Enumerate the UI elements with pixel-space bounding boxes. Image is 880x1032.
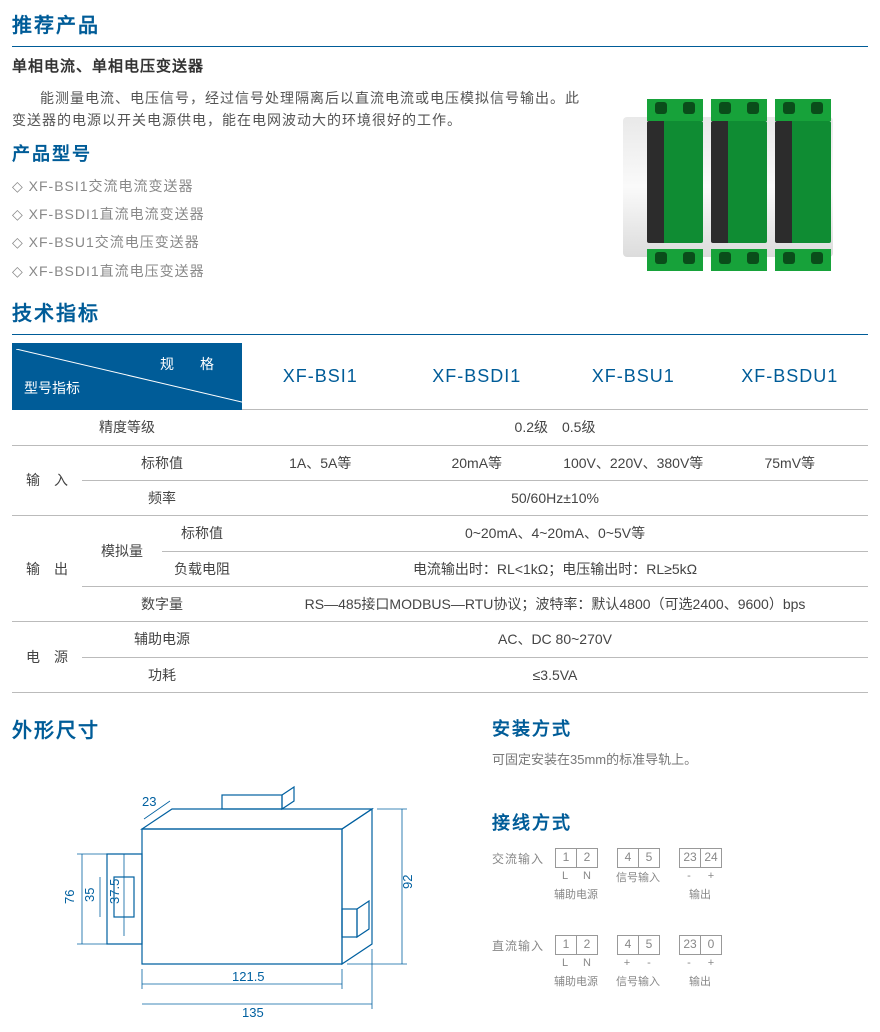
subtitle: 单相电流、单相电压变送器 bbox=[12, 55, 868, 79]
svg-text:135: 135 bbox=[242, 1005, 264, 1019]
cell: AC、DC 80~270V bbox=[242, 622, 868, 657]
spec-table: 规 格 型号指标 XF-BSI1 XF-BSDI1 XF-BSU1 XF-BSD… bbox=[12, 343, 868, 693]
row-label: 辅助电源 bbox=[82, 622, 242, 657]
model-item: XF-BSU1交流电压变送器 bbox=[12, 231, 588, 253]
dimension-drawing: 121.5 135 76 35 37.5 92 23 bbox=[12, 759, 442, 1019]
wiring-ac-label: 交流输入 bbox=[492, 848, 554, 869]
row-label: 负载电阻 bbox=[162, 551, 242, 586]
row-label: 输 入 bbox=[12, 445, 82, 516]
svg-text:92: 92 bbox=[400, 875, 415, 889]
wiring-diagram: 交流输入 12 LN 辅助电源 45 信号输入 2324 -+ 输出 bbox=[492, 848, 868, 992]
heading-model-no: 产品型号 bbox=[12, 140, 588, 169]
terminal-group: 12 LN 辅助电源 bbox=[554, 935, 598, 992]
terminal-group: 45 +- 信号输入 bbox=[616, 935, 660, 992]
row-label: 频率 bbox=[82, 480, 242, 515]
cell: ≤3.5VA bbox=[242, 657, 868, 692]
cell: 75mV等 bbox=[711, 445, 868, 480]
cell: RS—485接口MODBUS—RTU协议；波特率：默认4800（可选2400、9… bbox=[242, 587, 868, 622]
cell: 1A、5A等 bbox=[242, 445, 398, 480]
terminal-group: 2324 -+ 输出 bbox=[678, 848, 722, 905]
row-label: 标称值 bbox=[82, 445, 242, 480]
row-label: 精度等级 bbox=[12, 410, 242, 445]
wiring-dc-label: 直流输入 bbox=[492, 935, 554, 956]
section-dims: 外形尺寸 bbox=[12, 715, 462, 751]
col-head: XF-BSDI1 bbox=[399, 343, 555, 410]
row-label: 电 源 bbox=[12, 622, 82, 693]
intro-text: 能测量电流、电压信号，经过信号处理隔离后以直流电流或电压模拟信号输出。此变送器的… bbox=[12, 87, 588, 132]
row-label: 功耗 bbox=[82, 657, 242, 692]
svg-text:23: 23 bbox=[142, 794, 156, 809]
model-item: XF-BSDI1直流电流变送器 bbox=[12, 203, 588, 225]
row-label: 数字量 bbox=[82, 587, 242, 622]
cell: 电流输出时：RL<1kΩ；电压输出时：RL≥5kΩ bbox=[242, 551, 868, 586]
terminal-group: 45 信号输入 bbox=[616, 848, 660, 888]
cell: 0.2级 0.5级 bbox=[242, 410, 868, 445]
col-head: XF-BSU1 bbox=[555, 343, 711, 410]
model-list: XF-BSI1交流电流变送器 XF-BSDI1直流电流变送器 XF-BSU1交流… bbox=[12, 175, 588, 283]
model-item: XF-BSDI1直流电压变送器 bbox=[12, 260, 588, 282]
row-label: 标称值 bbox=[162, 516, 242, 551]
col-head: XF-BSI1 bbox=[242, 343, 398, 410]
cell: 50/60Hz±10% bbox=[242, 480, 868, 515]
col-head: XF-BSDU1 bbox=[711, 343, 868, 410]
row-label: 模拟量 bbox=[82, 516, 162, 587]
section-tech: 技术指标 bbox=[12, 298, 868, 335]
cell: 100V、220V、380V等 bbox=[555, 445, 711, 480]
section-wiring: 接线方式 bbox=[492, 809, 868, 838]
section-recommend: 推荐产品 bbox=[12, 10, 868, 47]
product-image bbox=[613, 87, 843, 287]
install-text: 可固定安装在35mm的标准导轨上。 bbox=[492, 750, 868, 771]
svg-text:121.5: 121.5 bbox=[232, 969, 265, 984]
svg-text:37.5: 37.5 bbox=[107, 879, 122, 904]
section-install: 安装方式 bbox=[492, 715, 868, 744]
svg-text:35: 35 bbox=[82, 888, 97, 902]
svg-text:76: 76 bbox=[62, 890, 77, 904]
terminal-group: 230 -+ 输出 bbox=[678, 935, 722, 992]
table-corner: 规 格 型号指标 bbox=[12, 343, 242, 410]
row-label: 输 出 bbox=[12, 516, 82, 622]
model-item: XF-BSI1交流电流变送器 bbox=[12, 175, 588, 197]
cell: 0~20mA、4~20mA、0~5V等 bbox=[242, 516, 868, 551]
terminal-group: 12 LN 辅助电源 bbox=[554, 848, 598, 905]
cell: 20mA等 bbox=[399, 445, 555, 480]
